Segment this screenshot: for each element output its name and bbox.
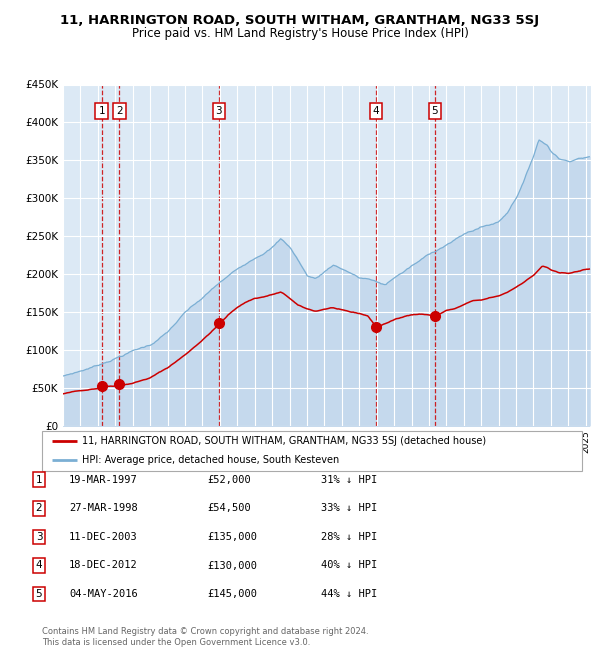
Text: 28% ↓ HPI: 28% ↓ HPI [321, 532, 377, 542]
Text: 11, HARRINGTON ROAD, SOUTH WITHAM, GRANTHAM, NG33 5SJ (detached house): 11, HARRINGTON ROAD, SOUTH WITHAM, GRANT… [83, 436, 487, 446]
Text: 2: 2 [35, 503, 43, 514]
Text: 3: 3 [215, 106, 222, 116]
Text: 19-MAR-1997: 19-MAR-1997 [69, 474, 138, 485]
Text: 18-DEC-2012: 18-DEC-2012 [69, 560, 138, 571]
Text: 5: 5 [35, 589, 43, 599]
Text: 5: 5 [431, 106, 438, 116]
Text: 4: 4 [35, 560, 43, 571]
Text: Price paid vs. HM Land Registry's House Price Index (HPI): Price paid vs. HM Land Registry's House … [131, 27, 469, 40]
Text: £130,000: £130,000 [207, 560, 257, 571]
Text: Contains HM Land Registry data © Crown copyright and database right 2024.
This d: Contains HM Land Registry data © Crown c… [42, 627, 368, 647]
Text: 11, HARRINGTON ROAD, SOUTH WITHAM, GRANTHAM, NG33 5SJ: 11, HARRINGTON ROAD, SOUTH WITHAM, GRANT… [61, 14, 539, 27]
Text: 3: 3 [35, 532, 43, 542]
Text: 1: 1 [35, 474, 43, 485]
Text: £52,000: £52,000 [207, 474, 251, 485]
Text: £135,000: £135,000 [207, 532, 257, 542]
Text: 27-MAR-1998: 27-MAR-1998 [69, 503, 138, 514]
Text: 1: 1 [98, 106, 105, 116]
Text: 2: 2 [116, 106, 122, 116]
Text: 04-MAY-2016: 04-MAY-2016 [69, 589, 138, 599]
FancyBboxPatch shape [42, 431, 582, 471]
Text: 44% ↓ HPI: 44% ↓ HPI [321, 589, 377, 599]
Text: £54,500: £54,500 [207, 503, 251, 514]
Text: 33% ↓ HPI: 33% ↓ HPI [321, 503, 377, 514]
Text: 40% ↓ HPI: 40% ↓ HPI [321, 560, 377, 571]
Text: 11-DEC-2003: 11-DEC-2003 [69, 532, 138, 542]
Text: 31% ↓ HPI: 31% ↓ HPI [321, 474, 377, 485]
Text: £145,000: £145,000 [207, 589, 257, 599]
Text: HPI: Average price, detached house, South Kesteven: HPI: Average price, detached house, Sout… [83, 455, 340, 465]
Text: 4: 4 [373, 106, 379, 116]
